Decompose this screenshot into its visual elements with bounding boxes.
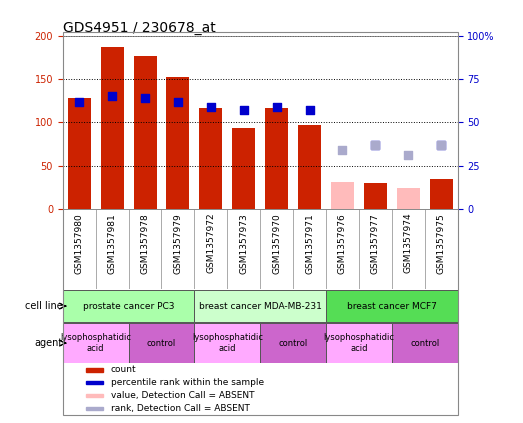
Bar <box>86 381 103 385</box>
Text: GSM1357975: GSM1357975 <box>437 213 446 274</box>
Text: prostate cancer PC3: prostate cancer PC3 <box>83 302 174 310</box>
Bar <box>129 324 195 363</box>
Text: breast cancer MDA-MB-231: breast cancer MDA-MB-231 <box>199 302 322 310</box>
Point <box>404 152 413 159</box>
Bar <box>430 179 453 209</box>
Text: lysophosphatidic
acid: lysophosphatidic acid <box>192 333 263 353</box>
Text: GSM1357979: GSM1357979 <box>174 213 183 274</box>
Text: agent: agent <box>35 338 63 348</box>
Text: GSM1357980: GSM1357980 <box>75 213 84 274</box>
Text: cell line: cell line <box>25 301 63 311</box>
Text: lysophosphatidic
acid: lysophosphatidic acid <box>60 333 131 353</box>
Text: control: control <box>410 339 439 348</box>
Point <box>272 104 281 110</box>
Text: GSM1357972: GSM1357972 <box>207 213 215 274</box>
Bar <box>298 125 321 209</box>
Text: count: count <box>111 365 137 374</box>
Point <box>75 98 83 105</box>
Bar <box>331 182 354 209</box>
Bar <box>63 324 129 363</box>
Text: GSM1357970: GSM1357970 <box>272 213 281 274</box>
Point <box>108 93 116 100</box>
Bar <box>100 47 123 209</box>
Text: GSM1357974: GSM1357974 <box>404 213 413 274</box>
Bar <box>195 290 326 322</box>
Text: breast cancer MCF7: breast cancer MCF7 <box>347 302 437 310</box>
Bar <box>232 129 255 209</box>
Bar <box>392 324 458 363</box>
Text: GDS4951 / 230678_at: GDS4951 / 230678_at <box>63 21 215 35</box>
Text: GSM1357973: GSM1357973 <box>239 213 248 274</box>
Point <box>207 104 215 110</box>
Text: GSM1357978: GSM1357978 <box>141 213 150 274</box>
Text: rank, Detection Call = ABSENT: rank, Detection Call = ABSENT <box>111 404 250 413</box>
Point <box>305 107 314 114</box>
Bar <box>67 98 90 209</box>
Point <box>371 141 380 148</box>
Bar <box>265 108 288 209</box>
Bar <box>86 394 103 397</box>
Text: GSM1357981: GSM1357981 <box>108 213 117 274</box>
Bar <box>86 368 103 371</box>
Point <box>174 98 182 105</box>
Text: GSM1357971: GSM1357971 <box>305 213 314 274</box>
Bar <box>195 324 260 363</box>
Text: control: control <box>147 339 176 348</box>
Bar <box>397 188 420 209</box>
Bar <box>260 324 326 363</box>
Point <box>437 141 446 148</box>
Point <box>338 147 347 154</box>
Bar <box>133 56 156 209</box>
Bar <box>326 290 458 322</box>
Bar <box>364 183 387 209</box>
Bar <box>166 77 189 209</box>
Point <box>141 95 149 102</box>
Point <box>240 107 248 114</box>
Bar <box>63 290 195 322</box>
Bar <box>86 407 103 410</box>
Bar <box>326 324 392 363</box>
Text: value, Detection Call = ABSENT: value, Detection Call = ABSENT <box>111 391 254 400</box>
Point <box>371 141 380 148</box>
Point <box>437 141 446 148</box>
Text: percentile rank within the sample: percentile rank within the sample <box>111 378 264 387</box>
Text: GSM1357976: GSM1357976 <box>338 213 347 274</box>
Text: GSM1357977: GSM1357977 <box>371 213 380 274</box>
Text: control: control <box>278 339 308 348</box>
Text: lysophosphatidic
acid: lysophosphatidic acid <box>323 333 394 353</box>
Bar <box>199 108 222 209</box>
